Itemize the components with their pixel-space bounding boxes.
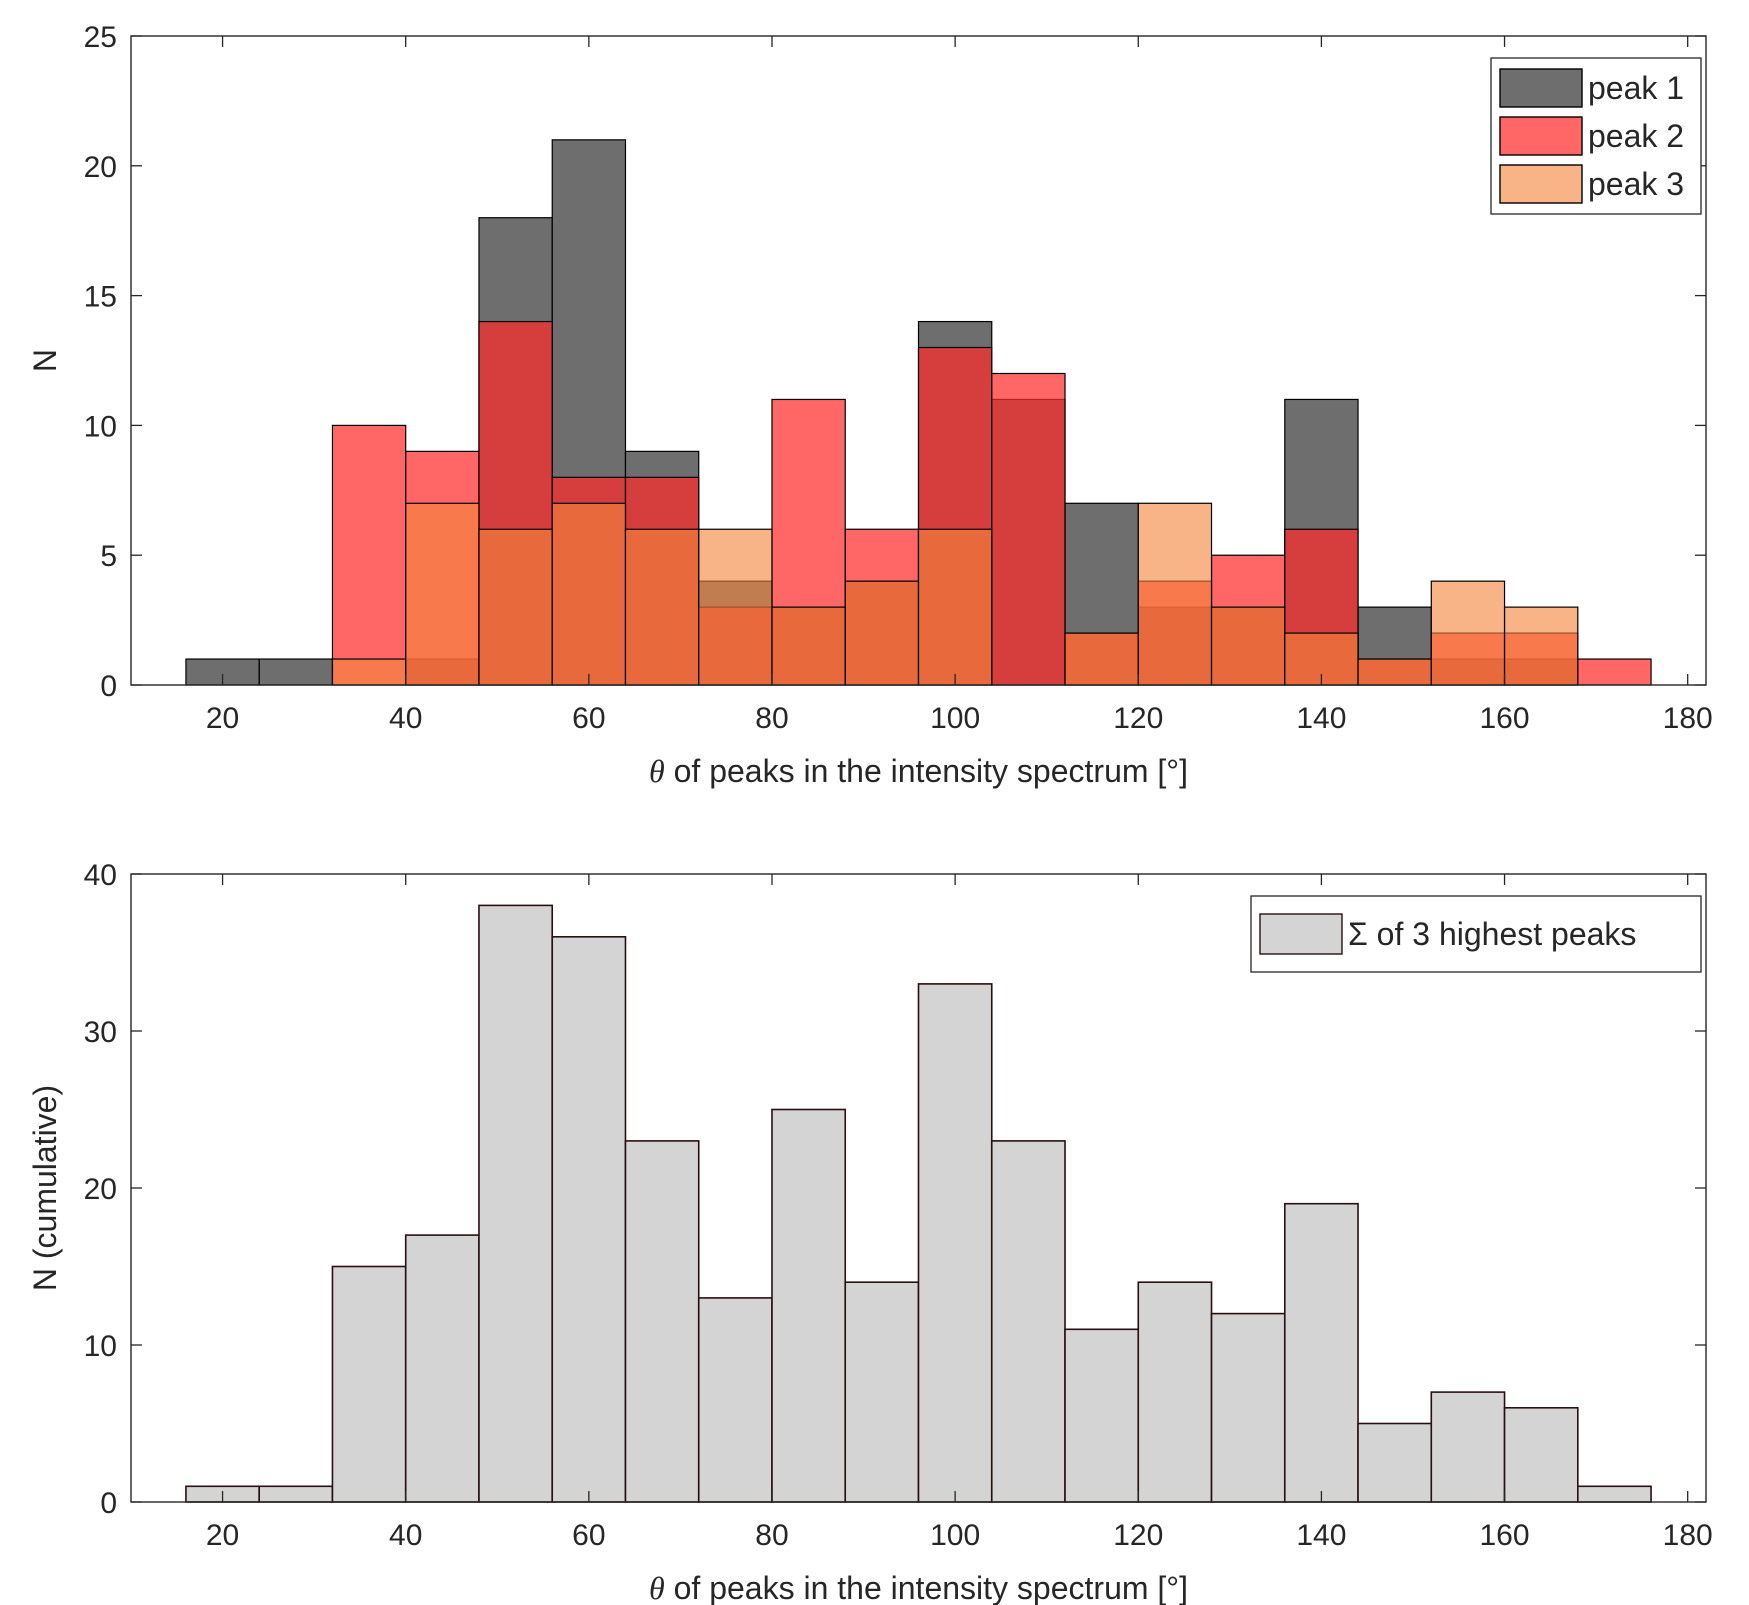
y-tick-label: 0 [100,670,117,703]
bar [624,528,700,686]
legend-label: peak 2 [1588,118,1684,154]
y-axis-label: N [27,349,63,372]
legend-label: peak 3 [1588,166,1684,202]
bar [771,1108,847,1503]
bar [1430,580,1506,686]
top-histogram-chart: 20 40 60 80 100 120 140 160 180 0 5 10 15 20 25 θ of pe… [27,21,1713,789]
y-tick-label: 20 [84,151,117,184]
legend-swatch [1499,164,1583,204]
x-tick-label: 80 [755,1519,788,1552]
legend-swatch [1259,913,1343,955]
x-tick-label: 120 [1113,702,1163,735]
bar [1357,658,1432,686]
x-tick-label: 160 [1480,1519,1530,1552]
bar [1064,632,1139,686]
bar [1577,658,1652,686]
bar [844,1281,920,1503]
bar [1283,1202,1359,1503]
bar [551,502,627,686]
y-tick-label: 15 [84,281,117,314]
x-tick-label: 60 [572,1519,605,1552]
bar [1137,502,1213,686]
y-tick-label: 20 [84,1173,117,1206]
bar [1210,606,1286,686]
x-tick-label: 40 [389,702,422,735]
x-tick-label: 100 [930,1519,980,1552]
cumulative-histogram-chart: 20 40 60 80 100 120 140 160 180 0 10 20 30 40 θ of pea… [27,859,1713,1605]
x-tick-label: 140 [1296,1519,1346,1552]
y-tick-label: 30 [84,1016,117,1049]
bar [771,606,846,686]
x-tick-label: 20 [206,1519,239,1552]
bar [551,935,627,1503]
bar [624,1140,700,1503]
legend-label: peak 1 [1588,70,1684,106]
series-1 [185,904,1652,1503]
x-tick-label: 140 [1296,702,1346,735]
y-tick-label: 10 [84,1330,117,1363]
bar [331,658,407,686]
bar [258,658,334,686]
series-3 [331,502,1579,686]
x-tick-label: 100 [930,702,980,735]
bar [1064,1328,1140,1503]
bar [1577,1485,1652,1503]
bar [698,528,773,686]
bar [991,372,1066,686]
x-tick-label: 80 [755,702,788,735]
bar [404,1234,480,1503]
y-tick-label: 40 [84,859,117,892]
x-axis-label-text: of peaks in the intensity spectrum [°] [665,753,1188,789]
x-tick-label: 180 [1663,702,1713,735]
bar [1210,1312,1286,1503]
bar [697,1297,773,1503]
bar [478,904,554,1503]
bar [331,424,407,686]
legend-swatch [1499,116,1583,156]
bar [917,528,993,686]
x-tick-label: 20 [206,702,239,735]
bar [844,580,920,686]
y-tick-label: 0 [100,1487,117,1520]
x-axis-label: θ of peaks in the intensity spectrum [°] [649,1570,1188,1605]
legend-label: Σ of 3 highest peaks [1348,916,1636,952]
bar [1137,1281,1213,1503]
x-tick-label: 120 [1113,1519,1163,1552]
bar [1357,1422,1433,1503]
bar [1503,606,1579,686]
theta-symbol: θ [649,753,665,789]
bar [258,1485,334,1503]
y-tick-label: 5 [100,540,117,573]
x-tick-label: 40 [389,1519,422,1552]
bar [917,983,993,1503]
legend-swatch [1499,68,1583,108]
legend: Σ of 3 highest peaks [1250,895,1702,973]
bar [478,528,553,686]
bar [405,502,480,686]
y-tick-label: 10 [84,410,117,443]
x-tick-label: 160 [1480,702,1530,735]
bar [331,1265,407,1503]
axes-box [130,35,1707,686]
legend: peak 1 peak 2 peak 3 [1490,57,1702,215]
x-axis-label-text: of peaks in the intensity spectrum [°] [665,1570,1188,1605]
bar [990,1140,1066,1503]
x-tick-label: 180 [1663,1519,1713,1552]
x-tick-label: 60 [572,702,605,735]
y-axis-label: N (cumulative) [27,1085,63,1291]
theta-symbol: θ [649,1570,665,1605]
y-tick-label: 25 [84,21,117,54]
bar [1503,1407,1579,1503]
x-axis-label: θ of peaks in the intensity spectrum [°] [649,753,1188,789]
bar [1430,1391,1506,1503]
